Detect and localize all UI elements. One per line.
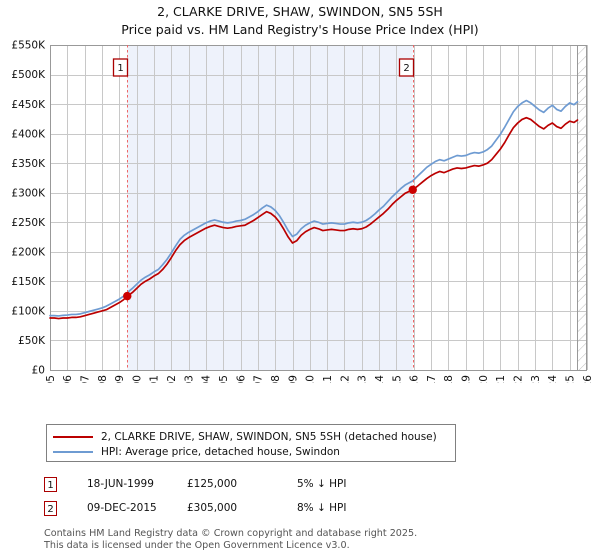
page-subtitle: Price paid vs. HM Land Registry's House … <box>121 22 479 37</box>
transaction-price-2: £305,000 <box>187 502 238 514</box>
svg-text:2006: 2006 <box>235 375 247 383</box>
svg-text:2004: 2004 <box>201 375 213 383</box>
chart-title-block: 2, CLARKE DRIVE, SHAW, SWINDON, SN5 5SH … <box>0 0 600 38</box>
transaction-date-2: 09-DEC-2015 <box>87 502 157 514</box>
svg-text:£500K: £500K <box>11 69 46 81</box>
footer-attribution: Contains HM Land Registry data © Crown c… <box>44 528 584 551</box>
svg-text:1998: 1998 <box>97 375 109 383</box>
footer-line-1: Contains HM Land Registry data © Crown c… <box>44 528 418 539</box>
svg-text:£0: £0 <box>32 365 45 377</box>
legend-item-hpi: HPI: Average price, detached house, Swin… <box>53 444 449 459</box>
svg-text:2011: 2011 <box>322 375 334 383</box>
transaction-marker-2: 2 <box>44 500 57 516</box>
svg-text:2022: 2022 <box>513 375 525 383</box>
legend-label-hpi: HPI: Average price, detached house, Swin… <box>101 445 340 458</box>
svg-text:2: 2 <box>403 63 409 74</box>
transaction-hpi-delta-1: 5% ↓ HPI <box>297 478 347 490</box>
svg-text:2003: 2003 <box>183 375 195 383</box>
svg-text:1997: 1997 <box>79 375 91 383</box>
svg-text:£450K: £450K <box>11 99 46 111</box>
svg-text:1995: 1995 <box>45 375 57 383</box>
svg-text:2007: 2007 <box>253 375 265 383</box>
svg-text:2026: 2026 <box>582 375 594 383</box>
svg-text:2009: 2009 <box>287 375 299 383</box>
svg-text:2014: 2014 <box>374 375 386 383</box>
svg-text:1999: 1999 <box>114 375 126 383</box>
svg-text:1: 1 <box>117 63 123 74</box>
table-row: 1 18-JUN-1999 £125,000 5% ↓ HPI <box>44 472 474 496</box>
svg-text:£250K: £250K <box>11 217 46 229</box>
svg-text:2024: 2024 <box>547 375 559 383</box>
legend-item-price-paid: 2, CLARKE DRIVE, SHAW, SWINDON, SN5 5SH … <box>53 429 449 444</box>
svg-text:£300K: £300K <box>11 187 46 199</box>
legend-label-price-paid: 2, CLARKE DRIVE, SHAW, SWINDON, SN5 5SH … <box>101 430 437 443</box>
svg-text:£50K: £50K <box>18 335 46 347</box>
svg-text:£400K: £400K <box>11 128 46 140</box>
svg-text:2005: 2005 <box>218 375 230 383</box>
svg-text:£550K: £550K <box>11 40 46 52</box>
svg-text:2023: 2023 <box>530 375 542 383</box>
page-title: 2, CLARKE DRIVE, SHAW, SWINDON, SN5 5SH <box>157 4 443 19</box>
transaction-price-1: £125,000 <box>187 478 238 490</box>
svg-text:2008: 2008 <box>270 375 282 383</box>
svg-text:2000: 2000 <box>131 375 143 383</box>
table-row: 2 09-DEC-2015 £305,000 8% ↓ HPI <box>44 496 474 520</box>
svg-text:£150K: £150K <box>11 276 46 288</box>
svg-text:1996: 1996 <box>62 375 74 383</box>
footer-line-2: This data is licensed under the Open Gov… <box>44 539 350 551</box>
chart-svg: £0 £50K £100K £150K £200K £250K £300K £350K £400… <box>11 40 594 383</box>
svg-text:2001: 2001 <box>149 375 161 383</box>
svg-text:2020: 2020 <box>478 375 490 383</box>
svg-text:2013: 2013 <box>357 375 369 383</box>
svg-text:£350K: £350K <box>11 158 46 170</box>
chart-area: £0 £50K £100K £150K £200K £250K £300K £350K £400… <box>0 38 600 383</box>
svg-text:£200K: £200K <box>11 247 46 259</box>
legend-swatch-hpi <box>53 450 93 453</box>
svg-text:£100K: £100K <box>11 306 46 318</box>
svg-text:2021: 2021 <box>495 375 507 383</box>
legend-swatch-price-paid <box>53 435 93 438</box>
svg-text:2019: 2019 <box>461 375 473 383</box>
svg-text:2015: 2015 <box>391 375 403 383</box>
svg-text:2018: 2018 <box>443 375 455 383</box>
svg-text:2016: 2016 <box>409 375 421 383</box>
svg-text:2025: 2025 <box>564 375 576 383</box>
chart-legend: 2, CLARKE DRIVE, SHAW, SWINDON, SN5 5SH … <box>46 424 456 462</box>
transactions-table: 1 18-JUN-1999 £125,000 5% ↓ HPI 2 09-DEC… <box>44 472 474 520</box>
transaction-hpi-delta-2: 8% ↓ HPI <box>297 502 347 514</box>
transaction-marker-1: 1 <box>44 476 57 492</box>
svg-text:2017: 2017 <box>426 375 438 383</box>
svg-text:2002: 2002 <box>166 375 178 383</box>
svg-text:2010: 2010 <box>305 375 317 383</box>
transaction-date-1: 18-JUN-1999 <box>87 478 154 490</box>
svg-text:2012: 2012 <box>339 375 351 383</box>
